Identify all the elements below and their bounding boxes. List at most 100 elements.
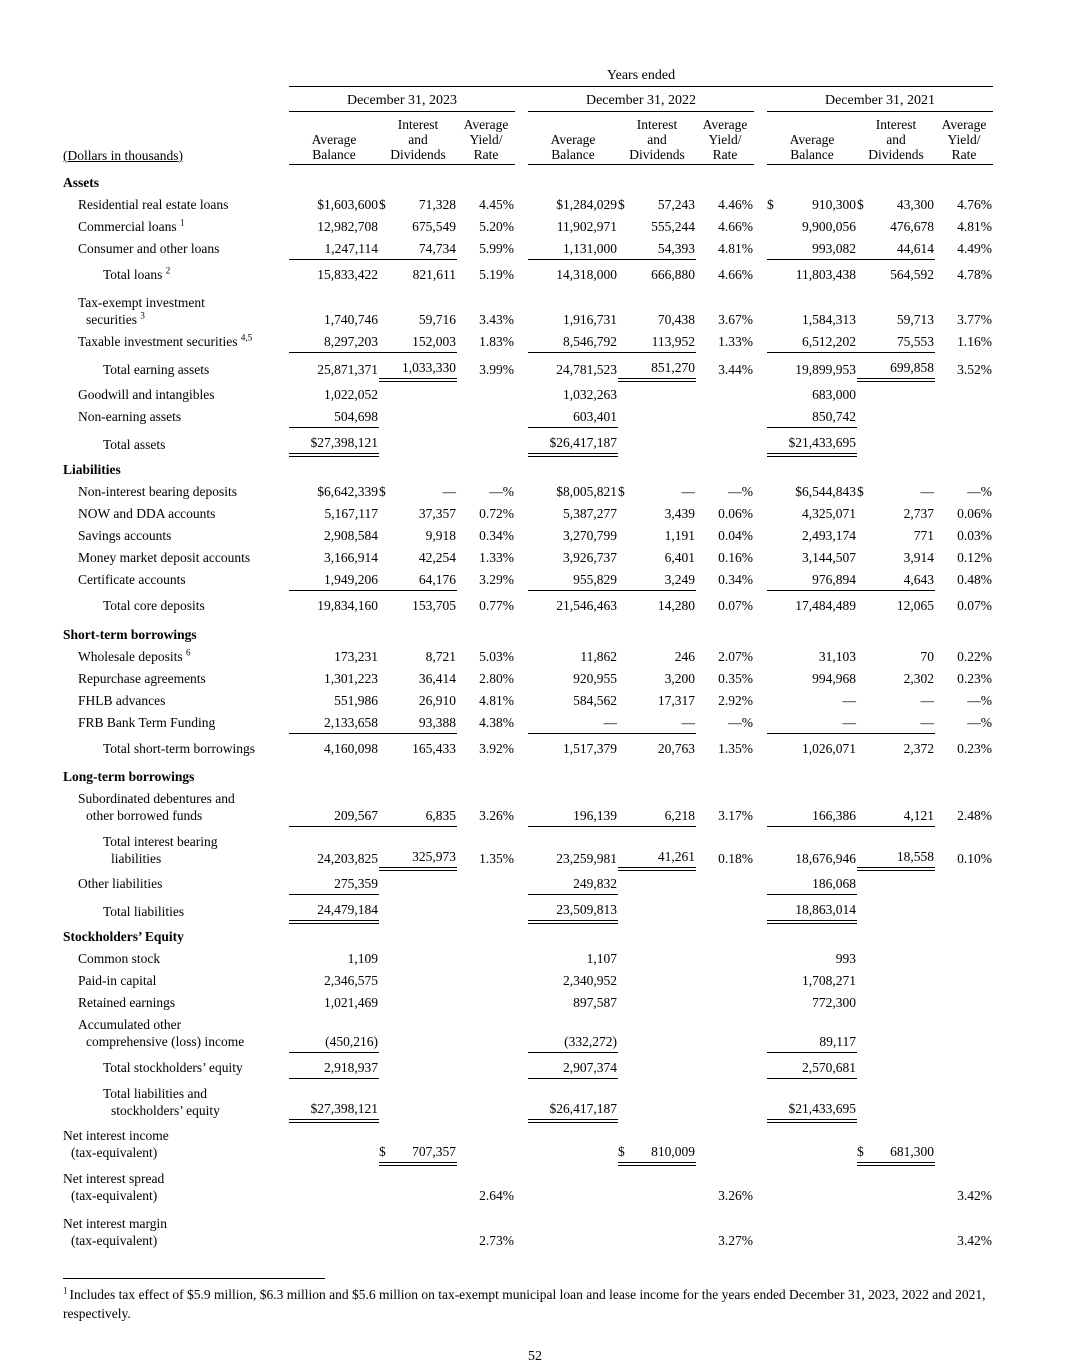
cell-value: 0.07%	[957, 598, 992, 613]
cell-value: 31,103	[818, 648, 856, 664]
cell-empty	[457, 455, 515, 481]
column-gap	[754, 869, 767, 895]
cell-value: 0.07%	[718, 598, 753, 613]
table-row: Taxable investment securities 4,5 8,297,2…	[63, 330, 993, 353]
cell-value: 4.38%	[479, 714, 514, 730]
cell-value: $26,417,187	[528, 1078, 618, 1123]
cell-value: —%	[967, 692, 992, 708]
cell-value: 6,512,202	[767, 330, 857, 353]
cell-empty	[289, 759, 379, 788]
cell-empty	[457, 922, 515, 948]
row-label: Total interest bearing liabilities	[63, 827, 289, 870]
table-row: Total stockholders’ equity 2,918,937 2,907…	[63, 1052, 993, 1079]
cell-empty	[696, 165, 754, 194]
cell-empty	[618, 895, 696, 923]
cell-value: 93,388	[379, 711, 457, 734]
cell-value: 3.42%	[957, 1233, 992, 1248]
column-gap	[515, 645, 528, 667]
column-gap	[515, 525, 528, 547]
cell-value: 1,033,330	[379, 352, 457, 382]
col-header-average-yield-rate: Average Yield/ Rate	[935, 111, 993, 165]
cell-value: 165,433	[412, 740, 456, 756]
cell-amount: —	[920, 484, 935, 499]
cell-empty	[696, 1121, 754, 1164]
cell-empty	[379, 1014, 457, 1053]
footnote-reference: 4,5	[240, 332, 253, 343]
cell-value: 5,387,277	[563, 506, 617, 521]
cell-value: $6,642,339	[317, 484, 378, 499]
cell-empty	[618, 759, 696, 788]
cell-empty	[935, 948, 993, 970]
row-label: Tax-exempt investment securities 3	[63, 285, 289, 331]
cell-amount: 71,328	[418, 196, 456, 212]
cell-empty	[379, 922, 457, 948]
cell-value: 2.48%	[957, 808, 992, 823]
cell-empty	[528, 1206, 618, 1252]
table-row: FRB Bank Term Funding 2,133,658 93,388 4.38…	[63, 711, 993, 734]
cell-value: 0.72%	[479, 506, 514, 521]
table-row: Commercial loans 1 12,982,708 675,549 5.20%…	[63, 215, 993, 237]
cell-value: 4.81%	[957, 218, 992, 234]
cell-empty	[857, 455, 935, 481]
cell-value: 850,742	[767, 405, 857, 428]
row-label: Wholesale deposits 6	[63, 645, 289, 667]
cell-value: 44,614	[857, 237, 935, 260]
cell-value: 0.48%	[957, 572, 992, 587]
currency-symbol: $	[618, 1143, 625, 1159]
table-row: Total assets $27,398,121 $26,417,187 $21,43…	[63, 427, 993, 457]
table-row: Total short-term borrowings 4,160,098 165,…	[63, 733, 993, 759]
cell-empty	[618, 1079, 696, 1122]
column-gap	[754, 667, 767, 689]
year-heading-2022: December 31, 2022	[528, 86, 754, 112]
cell-value: $681,300	[857, 1121, 935, 1166]
row-label: Total loans 2	[63, 259, 289, 285]
cell-value: —%	[728, 714, 753, 730]
footnote-reference: 6	[185, 647, 191, 657]
row-label: Commercial loans 1	[63, 215, 289, 237]
cell-empty	[618, 406, 696, 428]
row-label-line: Total liabilities and	[103, 1085, 208, 1101]
cell-value: 4.81%	[479, 692, 514, 708]
cell-value: 4.81%	[718, 240, 753, 256]
cell-value: 683,000	[812, 387, 856, 402]
table-row: FHLB advances 551,986 26,910 4.81% 584,562 17…	[63, 689, 993, 711]
column-gap	[754, 503, 767, 525]
row-label-line: Total earning assets	[103, 361, 210, 377]
cell-empty	[457, 1079, 515, 1122]
cell-empty	[857, 922, 935, 948]
footnote-reference: 3	[140, 310, 145, 321]
row-label: Goodwill and intangibles	[63, 380, 289, 406]
row-label-line: liabilities	[111, 850, 162, 866]
column-gap	[754, 689, 767, 711]
cell-value: 24,781,523	[556, 361, 617, 377]
cell-value: 18,863,014	[767, 894, 857, 924]
row-label: Taxable investment securities 4,5	[63, 331, 289, 353]
row-label: Short-term borrowings	[63, 617, 289, 646]
table-row: Subordinated debentures and other borrowe…	[63, 787, 993, 827]
row-label-line: Common stock	[78, 951, 161, 966]
row-label: Non-interest bearing deposits	[63, 481, 289, 503]
row-label-line: FHLB advances	[78, 692, 166, 708]
column-gap	[754, 645, 767, 667]
cell-empty	[767, 1121, 857, 1164]
cell-value: 1,584,313	[802, 312, 856, 327]
cell-amount: 57,243	[657, 196, 695, 212]
cell-empty	[857, 948, 935, 970]
cell-value: 4,325,071	[802, 506, 856, 521]
cell-value: 2,737	[903, 506, 934, 521]
row-label: Net interest spread (tax-equivalent)	[63, 1164, 289, 1207]
cell-value: 1,708,271	[802, 973, 856, 988]
cell-value: 173,231	[334, 648, 378, 664]
cell-empty	[935, 165, 993, 194]
cell-value: $21,433,695	[767, 427, 857, 457]
cell-value: $910,300	[767, 193, 857, 215]
cell-value: 3.44%	[718, 361, 753, 377]
cell-empty	[379, 1079, 457, 1122]
cell-empty	[935, 380, 993, 406]
cell-value: 64,176	[379, 568, 457, 591]
cell-empty	[767, 1206, 857, 1252]
row-label-line: securities 3	[86, 310, 145, 327]
cell-empty	[696, 759, 754, 788]
currency-symbol: $	[857, 1143, 864, 1159]
table-row: NOW and DDA accounts 5,167,117 37,357 0.72%…	[63, 503, 993, 525]
